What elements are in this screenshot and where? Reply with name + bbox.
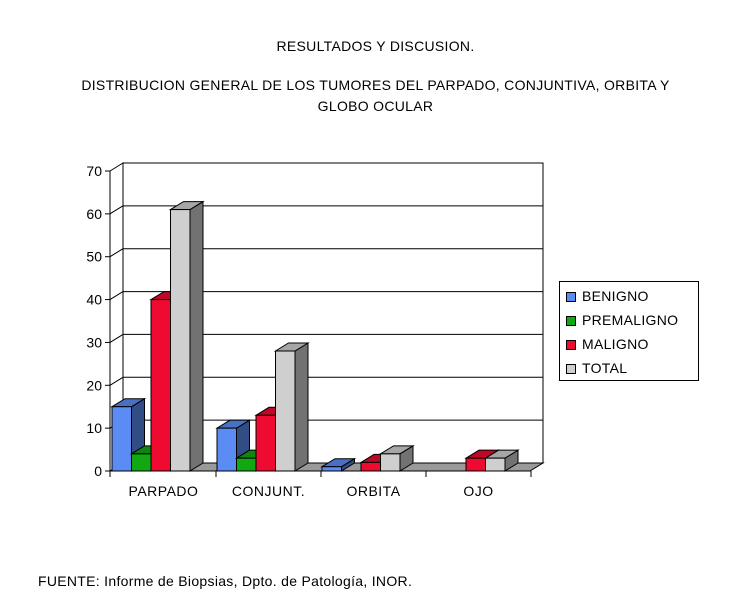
y-tick-label: 0 — [94, 463, 102, 479]
x-tick-label: ORBITA — [346, 483, 400, 499]
bar-parpado-benigno — [111, 406, 132, 472]
gridline-side — [109, 291, 124, 300]
gridline-side — [109, 205, 124, 215]
bar-orbita-benigno — [321, 466, 342, 472]
bar-ojo-maligno — [465, 457, 486, 472]
x-tick-label: OJO — [463, 483, 493, 499]
source-footnote: FUENTE: Informe de Biopsias, Dpto. de Pa… — [38, 573, 413, 589]
x-tick-label: PARPADO — [129, 483, 199, 499]
legend-label: MALIGNO — [582, 336, 649, 352]
legend-swatch — [566, 364, 576, 374]
bar-orbita-total — [380, 453, 401, 472]
legend-swatch — [566, 316, 576, 326]
chart-legend: BENIGNO PREMALIGNO MALIGNO TOTAL — [559, 281, 699, 381]
y-tick-label: 20 — [86, 377, 102, 393]
y-tick-label: 60 — [86, 206, 102, 222]
bar-parpado-total — [170, 209, 191, 472]
bar-conjunt-benigno — [216, 427, 237, 472]
bar-orbita-maligno — [360, 461, 381, 472]
bar-conjunt-total-side — [294, 342, 309, 472]
legend-swatch — [566, 340, 576, 350]
gridline-side — [109, 376, 124, 386]
bar-conjunt-total — [275, 350, 296, 472]
legend-swatch — [566, 292, 576, 302]
legend-label: PREMALIGNO — [582, 312, 679, 328]
legend-label: BENIGNO — [582, 288, 649, 304]
bar-ojo-total — [485, 457, 506, 472]
chart-heading-line3: GLOBO OCULAR — [317, 98, 434, 114]
gridline-side — [109, 248, 124, 258]
bar-parpado-total-side — [189, 200, 204, 472]
chart-heading-line2: DISTRIBUCION GENERAL DE LOS TUMORES DEL … — [81, 77, 670, 93]
bar-parpado-premaligno — [131, 453, 152, 472]
y-tick-label: 70 — [86, 163, 102, 179]
chart-heading-line1: RESULTADOS Y DISCUSION. — [276, 38, 475, 54]
bar-conjunt-maligno — [255, 414, 276, 472]
y-tick-label: 50 — [86, 249, 102, 265]
gridline-side — [109, 334, 124, 343]
x-tick-label: CONJUNT. — [232, 483, 305, 499]
bar-parpado-maligno — [150, 299, 171, 472]
y-tick-label: 40 — [86, 292, 102, 308]
bar-conjunt-premaligno — [236, 457, 257, 472]
y-tick-label: 30 — [86, 334, 102, 350]
y-tick-label: 10 — [86, 420, 102, 436]
legend-label: TOTAL — [582, 360, 628, 376]
